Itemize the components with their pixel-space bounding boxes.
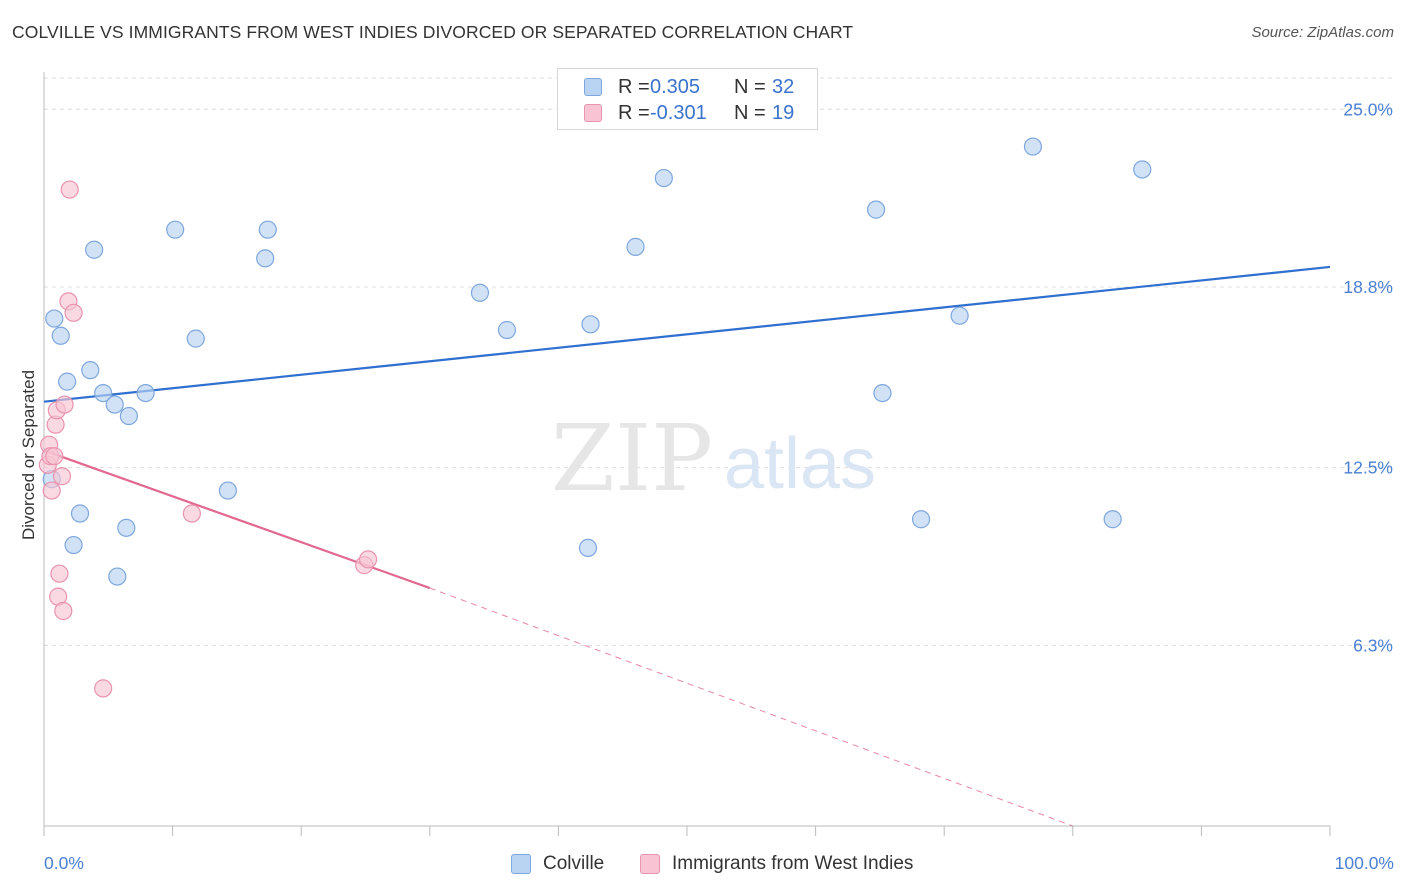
colville-point — [119, 406, 138, 426]
colville-point — [258, 220, 277, 239]
west-indies-point — [55, 395, 74, 414]
colville-legend-swatch — [584, 78, 602, 96]
y-tick-label: 25.0% — [1343, 99, 1393, 119]
y-tick-labels: 6.3% 12.5% 18.8% 25.0% — [1343, 99, 1393, 655]
n-value: 19 — [772, 102, 795, 124]
colville-point — [497, 320, 517, 340]
colville-point — [911, 510, 931, 529]
correlation-legend: R = 0.305 N = 32 R = -0.301 N = 19 — [557, 68, 818, 130]
legend-row-colville: R = 0.305 N = 32 — [558, 74, 817, 100]
r-label: R = — [618, 102, 650, 124]
r-value: 0.305 — [650, 76, 701, 98]
colville-point — [1023, 137, 1043, 156]
colville-point — [256, 249, 275, 268]
west-indies-point — [182, 504, 201, 523]
west-indies-point — [52, 467, 72, 486]
west-indies-point — [54, 601, 73, 621]
colville-trend-line — [43, 265, 1331, 403]
colville-point — [136, 383, 155, 403]
colville-point — [58, 372, 77, 391]
colville-point — [626, 237, 645, 256]
legend-label-colville: Colville — [543, 853, 605, 874]
west-indies-legend-swatch — [584, 104, 602, 122]
colville-point — [470, 283, 490, 302]
watermark-zip: ZIP — [551, 405, 713, 512]
data-points — [38, 137, 1152, 698]
colville-point — [218, 481, 237, 500]
colville-point — [85, 240, 104, 259]
y-tick-label: 6.3% — [1353, 635, 1393, 655]
y-tick-label: 12.5% — [1343, 458, 1393, 478]
x-tick-labels: 0.0% 100.0% — [44, 853, 1394, 873]
west-indies-trend-extension — [429, 587, 1073, 827]
colville-point — [45, 309, 64, 328]
colville-point — [186, 329, 205, 348]
y-axis-label: Divorced or Separated — [19, 370, 38, 540]
colville-point — [94, 383, 113, 403]
colville-point — [117, 518, 136, 537]
colville-point — [1133, 160, 1152, 179]
series-legend: Colville Immigrants from West Indies — [0, 850, 1406, 878]
west-indies-point — [64, 303, 83, 322]
chart-title: COLVILLE VS IMMIGRANTS FROM WEST INDIES … — [12, 22, 854, 42]
colville-point — [51, 326, 70, 345]
r-value: -0.301 — [650, 102, 707, 124]
n-label: N = — [734, 76, 766, 98]
colville-point — [1103, 510, 1122, 529]
west-indies-point — [60, 180, 79, 199]
grid-lines — [44, 77, 1394, 646]
west-indies-swatch — [640, 854, 660, 874]
west-indies-point — [50, 564, 69, 583]
colville-swatch — [511, 854, 531, 874]
colville-point — [581, 315, 600, 334]
r-label: R = — [618, 76, 650, 98]
west-indies-point — [358, 550, 378, 569]
colville-point — [950, 306, 969, 325]
x-tick-label-max: 100.0% — [1335, 853, 1394, 873]
colville-point — [873, 383, 892, 403]
colville-point — [64, 535, 83, 555]
colville-point — [578, 538, 598, 558]
colville-point — [108, 567, 127, 586]
source-note: Source: ZipAtlas.com — [1251, 24, 1394, 41]
colville-point — [654, 168, 673, 188]
x-tick-label-min: 0.0% — [44, 853, 84, 873]
y-tick-label: 18.8% — [1343, 277, 1393, 297]
colville-point — [70, 504, 90, 523]
west-indies-point — [94, 679, 113, 698]
colville-point — [166, 220, 185, 239]
colville-point — [866, 200, 886, 219]
legend-row-west-indies: R = -0.301 N = 19 — [558, 100, 817, 126]
n-value: 32 — [772, 76, 795, 98]
west-indies-point — [42, 481, 61, 500]
watermark: ZIP atlas — [551, 405, 876, 512]
colville-point — [105, 395, 124, 414]
watermark-atlas: atlas — [724, 424, 876, 504]
legend-label-west-indies: Immigrants from West Indies — [672, 853, 914, 874]
west-indies-point — [45, 447, 64, 466]
n-label: N = — [734, 102, 766, 124]
colville-point — [81, 361, 100, 380]
trend-lines — [43, 265, 1331, 827]
